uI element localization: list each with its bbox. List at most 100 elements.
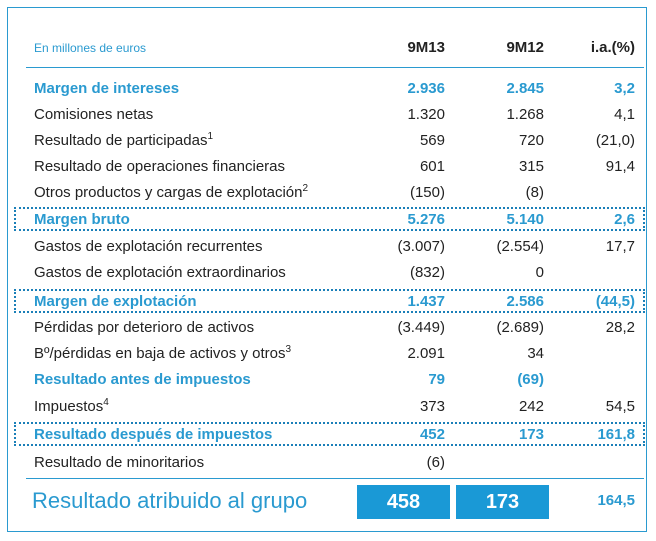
cell-v3: 28,2 bbox=[605, 319, 635, 336]
row-label-text: Resultado después de impuestos bbox=[34, 426, 273, 443]
col-header-9m12: 9M12 bbox=[506, 39, 544, 56]
row-label-text: Otros productos y cargas de explotación bbox=[34, 184, 303, 201]
table-row: Margen de intereses 2.936 2.845 3,2 bbox=[20, 77, 640, 101]
final-separator bbox=[26, 478, 644, 479]
row-label-text: Bº/pérdidas en baja de activos y otros bbox=[34, 345, 286, 362]
row-label: Bº/pérdidas en baja de activos y otros3 bbox=[34, 342, 291, 366]
cell-v1: (6) bbox=[426, 454, 445, 471]
row-label-text: Comisiones netas bbox=[34, 106, 154, 123]
row-label: Otros productos y cargas de explotación2 bbox=[34, 181, 308, 205]
row-label: Impuestos4 bbox=[34, 395, 109, 419]
cell-v1: 2.091 bbox=[407, 345, 445, 362]
row-label-text: Resultado de operaciones financieras bbox=[34, 158, 285, 175]
row-label-text: Pérdidas por deterioro de activos bbox=[34, 319, 255, 336]
cell-v2: 0 bbox=[535, 264, 544, 281]
footnote-marker: 2 bbox=[302, 183, 309, 194]
row-label: Margen bruto bbox=[34, 208, 130, 232]
cell-v2: 2.845 bbox=[506, 80, 544, 97]
cell-v2: (2.689) bbox=[496, 319, 544, 336]
row-label-text: Margen de intereses bbox=[34, 80, 180, 97]
row-label-text: Gastos de explotación extraordinarios bbox=[34, 264, 286, 281]
highlight-margen-bruto bbox=[14, 207, 645, 231]
final-value-9m13: 458 bbox=[357, 485, 450, 519]
footnote-marker: 1 bbox=[207, 131, 214, 142]
cell-v1: 452 bbox=[419, 426, 445, 443]
cell-v1: (150) bbox=[409, 184, 445, 201]
cell-v3: 3,2 bbox=[614, 80, 635, 97]
cell-v2: 720 bbox=[518, 132, 544, 149]
cell-v1: 569 bbox=[419, 132, 445, 149]
header-separator bbox=[26, 67, 644, 68]
row-label: Margen de explotación bbox=[34, 290, 197, 314]
table-row: Resultado antes de impuestos 79 (69) bbox=[20, 368, 640, 392]
table-row: Resultado después de impuestos 452 173 161,… bbox=[20, 423, 640, 447]
cell-v2: (2.554) bbox=[496, 238, 544, 255]
row-label: Pérdidas por deterioro de activos bbox=[34, 316, 254, 340]
row-label-text: Resultado de participadas bbox=[34, 132, 208, 149]
table-row: Pérdidas por deterioro de activos (3.449)… bbox=[20, 316, 640, 340]
table-row: Gastos de explotación recurrentes (3.007)… bbox=[20, 235, 640, 259]
row-label: Comisiones netas bbox=[34, 103, 153, 127]
table-row: Gastos de explotación extraordinarios (83… bbox=[20, 261, 640, 285]
final-value-9m12: 173 bbox=[456, 485, 549, 519]
table-row: Resultado de operaciones financieras 601 3… bbox=[20, 155, 640, 179]
cell-v2: 1.268 bbox=[506, 106, 544, 123]
row-label: Margen de intereses bbox=[34, 77, 179, 101]
highlight-margen-explotacion bbox=[14, 289, 645, 313]
row-label-text: Gastos de explotación recurrentes bbox=[34, 238, 263, 255]
cell-v3: (44,5) bbox=[595, 293, 635, 310]
cell-v3: 91,4 bbox=[605, 158, 635, 175]
table-header: En millones de euros 9M13 9M12 i.a.(%) bbox=[20, 36, 640, 60]
row-label: Resultado de participadas1 bbox=[34, 129, 213, 153]
col-header-change: i.a.(%) bbox=[590, 39, 635, 56]
cell-v1: 2.936 bbox=[407, 80, 445, 97]
cell-v1: 5.276 bbox=[407, 211, 445, 228]
footnote-marker: 3 bbox=[285, 344, 292, 355]
cell-v3: 2,6 bbox=[614, 211, 635, 228]
row-label-text: Margen de explotación bbox=[34, 293, 197, 310]
cell-v2: 5.140 bbox=[506, 211, 544, 228]
table-row: Margen bruto 5.276 5.140 2,6 bbox=[20, 208, 640, 232]
cell-v2: 34 bbox=[527, 345, 544, 362]
cell-v3: 161,8 bbox=[597, 426, 635, 443]
cell-v2: 242 bbox=[518, 398, 544, 415]
table-row: Margen de explotación 1.437 2.586 (44,5) bbox=[20, 290, 640, 314]
table-frame bbox=[7, 7, 647, 532]
row-label: Resultado antes de impuestos bbox=[34, 368, 251, 392]
table-row: Resultado de participadas1 569 720 (21,0) bbox=[20, 129, 640, 153]
cell-v1: 1.437 bbox=[407, 293, 445, 310]
table-row: Impuestos4 373 242 54,5 bbox=[20, 395, 640, 419]
cell-v1: (3.449) bbox=[397, 319, 445, 336]
cell-v2: (8) bbox=[525, 184, 544, 201]
row-label: Resultado después de impuestos bbox=[34, 423, 272, 447]
table-row: Bº/pérdidas en baja de activos y otros3 2… bbox=[20, 342, 640, 366]
final-label: Resultado atribuido al grupo bbox=[32, 488, 308, 513]
row-label-text: Resultado antes de impuestos bbox=[34, 371, 251, 388]
table-row: Otros productos y cargas de explotación2… bbox=[20, 181, 640, 205]
cell-v1: 601 bbox=[419, 158, 445, 175]
cell-v1: 373 bbox=[419, 398, 445, 415]
cell-v1: 79 bbox=[428, 371, 445, 388]
cell-v3: 17,7 bbox=[605, 238, 635, 255]
cell-v1: 1.320 bbox=[407, 106, 445, 123]
footnote-marker: 4 bbox=[103, 397, 109, 408]
cell-v3: 4,1 bbox=[614, 106, 635, 123]
row-label: Gastos de explotación extraordinarios bbox=[34, 261, 286, 285]
row-label-text: Margen bruto bbox=[34, 211, 130, 228]
cell-v2: 2.586 bbox=[506, 293, 544, 310]
table-row: Resultado de minoritarios (6) bbox=[20, 451, 640, 475]
table-row: Comisiones netas 1.320 1.268 4,1 bbox=[20, 103, 640, 127]
cell-v2: 315 bbox=[518, 158, 544, 175]
cell-v2: (69) bbox=[517, 371, 544, 388]
cell-v1: (3.007) bbox=[397, 238, 445, 255]
unit-label: En millones de euros bbox=[34, 41, 147, 55]
row-label-text: Resultado de minoritarios bbox=[34, 454, 205, 471]
final-row: Resultado atribuido al grupo 458 173 164… bbox=[20, 484, 640, 522]
cell-v3: (21,0) bbox=[595, 132, 635, 149]
row-label: Gastos de explotación recurrentes bbox=[34, 235, 262, 259]
final-value-change: 164,5 bbox=[597, 492, 635, 509]
cell-v3: 54,5 bbox=[605, 398, 635, 415]
col-header-9m13: 9M13 bbox=[407, 39, 445, 56]
row-label: Resultado de operaciones financieras bbox=[34, 155, 285, 179]
cell-v1: (832) bbox=[409, 264, 445, 281]
